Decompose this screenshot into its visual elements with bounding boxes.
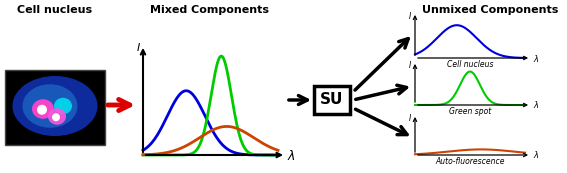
Text: λ: λ	[533, 102, 538, 111]
FancyBboxPatch shape	[314, 86, 350, 114]
Text: Unmixed Components: Unmixed Components	[422, 5, 558, 15]
Text: Mixed Components: Mixed Components	[150, 5, 269, 15]
Text: SU: SU	[320, 93, 344, 107]
Ellipse shape	[23, 84, 78, 128]
Ellipse shape	[48, 108, 66, 125]
Text: λ: λ	[288, 149, 295, 162]
Text: I: I	[409, 12, 411, 21]
Text: Cell nucleus: Cell nucleus	[447, 60, 493, 69]
Text: Green spot: Green spot	[449, 107, 491, 116]
Text: λ: λ	[533, 152, 538, 161]
Text: λ: λ	[533, 54, 538, 63]
Ellipse shape	[32, 99, 54, 119]
Text: I: I	[137, 43, 139, 53]
Ellipse shape	[54, 98, 72, 114]
Circle shape	[52, 113, 60, 121]
Text: Cell nucleus: Cell nucleus	[18, 5, 92, 15]
FancyBboxPatch shape	[5, 70, 105, 145]
Text: I: I	[409, 61, 411, 70]
Ellipse shape	[12, 76, 98, 136]
Text: I: I	[409, 114, 411, 123]
Circle shape	[37, 105, 47, 115]
Text: Auto-fluorescence: Auto-fluorescence	[435, 157, 505, 166]
